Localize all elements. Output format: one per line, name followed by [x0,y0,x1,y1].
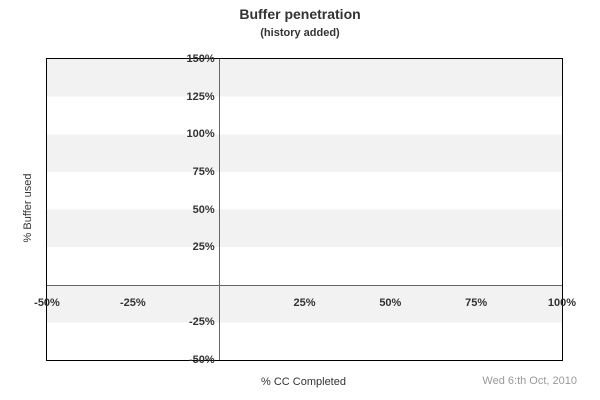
x-axis-title: % CC Completed [261,376,346,388]
x-tick-label: -50% [34,296,60,309]
x-zero-axis-line [47,284,562,286]
y-axis-title: % Buffer used [22,173,34,243]
chart-title: Buffer penetration [239,6,361,22]
date-stamp: Wed 6:th Oct, 2010 [482,375,577,387]
y-tick-label: 150% [186,53,215,65]
y-tick-label: -50% [188,354,215,366]
x-tick-label: 25% [293,296,316,309]
y-zero-axis-line [218,59,220,360]
x-tick-label: 100% [547,296,577,309]
y-tick-label: 100% [186,128,215,141]
x-tick-label: 75% [465,296,488,309]
chart-subtitle: (history added) [260,27,340,39]
y-tick-label: -25% [188,316,215,329]
x-tick-label: -25% [119,296,146,309]
plot-area: 150% 125% 100% 75% 50% 25% -25% -50% -50% -25% 25%… [34,53,576,366]
y-tick-label: 50% [192,203,215,216]
y-tick-label: 25% [192,241,215,254]
y-tick-label: 75% [192,165,215,178]
y-tick-label: 125% [186,90,215,103]
x-tick-label: 50% [379,296,402,309]
